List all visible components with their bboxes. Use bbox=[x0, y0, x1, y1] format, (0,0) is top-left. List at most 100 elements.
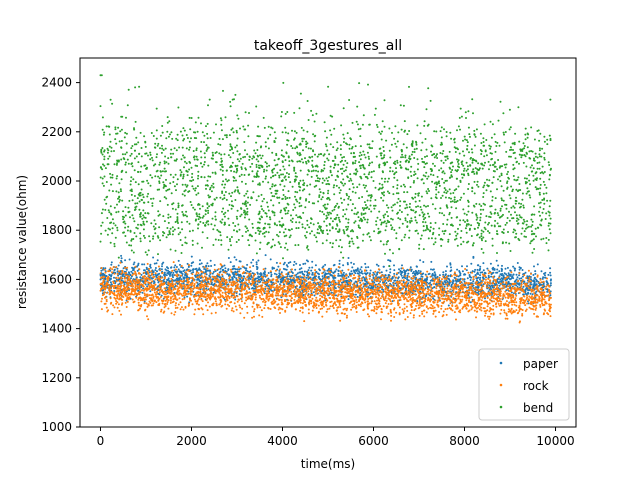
point-paper bbox=[113, 268, 116, 271]
point-rock bbox=[477, 298, 480, 301]
point-rock bbox=[121, 298, 124, 301]
point-rock bbox=[315, 282, 318, 285]
point-paper bbox=[412, 279, 415, 282]
point-rock bbox=[206, 285, 209, 288]
point-paper bbox=[416, 265, 418, 268]
point-paper bbox=[170, 266, 173, 269]
point-paper bbox=[283, 283, 285, 286]
point-rock bbox=[150, 283, 153, 286]
point-rock bbox=[486, 309, 489, 312]
point-paper bbox=[160, 268, 163, 271]
point-paper bbox=[319, 278, 321, 281]
point-rock bbox=[486, 283, 489, 286]
point-paper bbox=[450, 283, 453, 286]
point-rock bbox=[184, 305, 187, 308]
point-paper bbox=[255, 265, 258, 268]
point-rock bbox=[299, 309, 302, 312]
point-rock bbox=[422, 294, 425, 297]
point-paper bbox=[285, 264, 288, 267]
point-paper bbox=[172, 271, 175, 274]
point-rock bbox=[173, 313, 176, 316]
point-rock bbox=[542, 280, 545, 283]
point-paper bbox=[284, 268, 287, 271]
point-paper bbox=[431, 272, 434, 275]
point-paper bbox=[497, 264, 500, 267]
point-paper bbox=[223, 298, 226, 301]
point-paper bbox=[278, 269, 281, 272]
point-paper bbox=[191, 279, 194, 282]
point-rock bbox=[158, 289, 161, 292]
point-rock bbox=[521, 313, 524, 315]
point-paper bbox=[262, 272, 265, 275]
point-paper bbox=[321, 275, 324, 278]
point-paper bbox=[322, 265, 325, 268]
point-rock bbox=[465, 299, 468, 302]
point-rock bbox=[376, 291, 379, 294]
point-rock bbox=[153, 300, 156, 303]
point-rock bbox=[272, 286, 275, 289]
point-paper bbox=[372, 286, 375, 289]
point-rock bbox=[548, 303, 551, 306]
point-paper bbox=[239, 267, 242, 270]
point-paper bbox=[264, 273, 266, 276]
point-paper bbox=[232, 267, 235, 270]
point-paper bbox=[545, 280, 548, 283]
point-rock bbox=[384, 302, 387, 305]
point-rock bbox=[436, 304, 439, 307]
point-rock bbox=[527, 280, 530, 283]
point-rock bbox=[383, 290, 386, 293]
point-paper bbox=[133, 261, 136, 264]
point-paper bbox=[420, 275, 423, 278]
point-paper bbox=[430, 268, 432, 271]
point-rock bbox=[307, 294, 309, 297]
point-paper bbox=[521, 269, 524, 271]
point-paper bbox=[174, 284, 177, 287]
point-rock bbox=[512, 296, 515, 299]
point-paper bbox=[459, 274, 462, 277]
point-rock bbox=[492, 304, 495, 307]
point-paper bbox=[163, 271, 166, 274]
point-rock bbox=[252, 289, 255, 292]
point-rock bbox=[174, 283, 177, 286]
point-paper bbox=[227, 257, 230, 259]
point-rock bbox=[449, 288, 452, 291]
point-rock bbox=[272, 282, 275, 285]
point-paper bbox=[407, 279, 410, 282]
point-paper bbox=[406, 274, 409, 277]
point-paper bbox=[157, 292, 160, 295]
point-rock bbox=[548, 288, 550, 291]
point-paper bbox=[187, 266, 190, 268]
point-rock bbox=[406, 309, 409, 312]
point-rock bbox=[549, 315, 552, 318]
point-rock bbox=[402, 312, 405, 314]
point-rock bbox=[217, 268, 220, 271]
point-rock bbox=[272, 290, 275, 293]
point-paper bbox=[433, 271, 436, 274]
point-rock bbox=[475, 276, 478, 278]
point-paper bbox=[295, 273, 298, 276]
point-rock bbox=[177, 280, 180, 283]
point-paper bbox=[207, 288, 210, 291]
point-paper bbox=[287, 262, 290, 264]
point-rock bbox=[132, 285, 135, 288]
point-paper bbox=[372, 271, 375, 274]
point-rock bbox=[210, 312, 213, 315]
point-rock bbox=[359, 303, 362, 306]
point-rock bbox=[510, 307, 513, 310]
point-rock bbox=[344, 281, 346, 284]
point-rock bbox=[515, 304, 518, 307]
point-rock bbox=[404, 275, 407, 278]
point-rock bbox=[378, 294, 381, 297]
point-rock bbox=[166, 301, 169, 304]
point-rock bbox=[208, 289, 211, 292]
point-rock bbox=[544, 309, 547, 312]
point-rock bbox=[362, 309, 365, 312]
point-rock bbox=[435, 287, 438, 290]
point-rock bbox=[416, 278, 419, 281]
point-paper bbox=[364, 262, 367, 265]
point-paper bbox=[367, 291, 370, 294]
point-paper bbox=[156, 259, 159, 262]
point-paper bbox=[140, 273, 143, 276]
point-rock bbox=[475, 289, 477, 292]
point-rock bbox=[286, 303, 289, 306]
